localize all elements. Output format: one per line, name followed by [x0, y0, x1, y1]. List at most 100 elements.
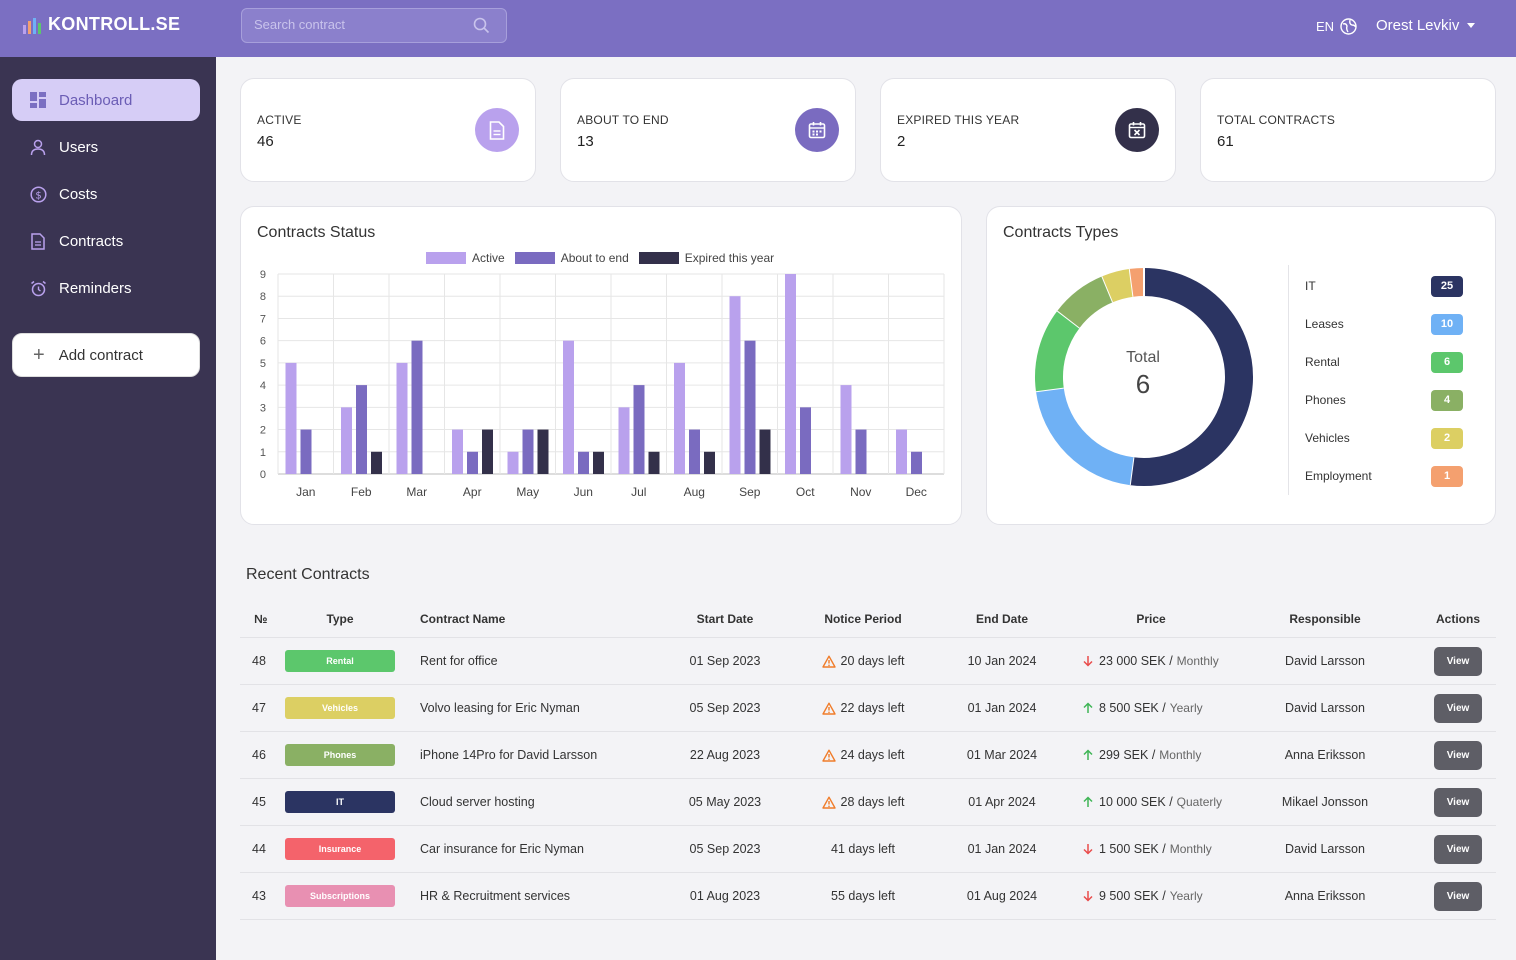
language-code: EN: [1316, 19, 1335, 34]
sidebar-item-costs[interactable]: $ Costs: [12, 173, 200, 215]
bar-about-to-end-jul[interactable]: [633, 385, 645, 474]
app-logo[interactable]: KONTROLL.SE: [22, 14, 180, 35]
sidebar-item-label: Costs: [59, 185, 98, 203]
language-switcher[interactable]: EN: [1316, 18, 1357, 35]
bar-active-feb[interactable]: [341, 407, 352, 474]
chart-title: Contracts Types: [1003, 224, 1119, 241]
search-box[interactable]: [241, 8, 507, 43]
user-menu[interactable]: Orest Levkiv: [1376, 17, 1476, 34]
donut-slice-it[interactable]: [1129, 268, 1253, 486]
bar-active-apr[interactable]: [452, 429, 463, 474]
legend-item-expired[interactable]: Expired this year: [638, 251, 774, 265]
type-list-item[interactable]: Phones 4: [1305, 389, 1463, 411]
price-period: Quaterly: [1176, 795, 1223, 809]
type-list-item[interactable]: Rental 6: [1305, 351, 1463, 373]
donut-slice-phones[interactable]: [1057, 276, 1114, 329]
bar-about-to-end-apr[interactable]: [467, 451, 478, 474]
type-list-item[interactable]: Employment 1: [1305, 465, 1463, 487]
x-tick-label: Oct: [796, 485, 815, 499]
type-name: Leases: [1305, 317, 1344, 331]
bar-expired-this-year-feb[interactable]: [371, 451, 382, 474]
bar-expired-this-year-jun[interactable]: [593, 451, 604, 474]
legend-swatch: [638, 252, 679, 264]
bar-active-may[interactable]: [507, 451, 519, 474]
type-list-item[interactable]: Leases 10: [1305, 313, 1463, 335]
donut-total-value: 6: [1135, 369, 1151, 399]
contract-number: 45: [252, 795, 266, 809]
stat-value: 46: [257, 133, 274, 150]
notice-period: 41 days left: [831, 842, 895, 856]
cell-contract-name: Cloud server hosting: [420, 779, 535, 825]
add-contract-button[interactable]: + Add contract: [12, 333, 200, 377]
sidebar-item-contracts[interactable]: Contracts: [12, 220, 200, 262]
sidebar: Dashboard Users $ Costs Contracts Remind…: [0, 57, 216, 960]
bar-expired-this-year-aug[interactable]: [704, 451, 715, 474]
view-button[interactable]: View: [1434, 787, 1482, 817]
bar-about-to-end-jan[interactable]: [300, 429, 312, 474]
donut-center-label: Total 6: [1083, 349, 1203, 400]
chart-legend: Active About to end Expired this year: [426, 251, 784, 265]
contracts-types-card: Contracts Types Total 6 IT 25 Leases 10 Rent…: [986, 206, 1496, 525]
bar-active-jul[interactable]: [618, 407, 630, 474]
stat-value: 2: [897, 133, 906, 150]
view-button[interactable]: View: [1434, 834, 1482, 864]
legend-item-active[interactable]: Active: [426, 251, 505, 265]
bar-about-to-end-jun[interactable]: [578, 451, 589, 474]
bar-active-oct[interactable]: [785, 274, 796, 474]
recent-contracts-title: Recent Contracts: [246, 566, 370, 583]
bar-active-dec[interactable]: [896, 429, 907, 474]
type-name: Rental: [1305, 355, 1340, 369]
type-badge: Phones: [285, 744, 395, 766]
type-list-item[interactable]: Vehicles 2: [1305, 427, 1463, 449]
donut-slice-rental[interactable]: [1035, 310, 1081, 392]
bar-active-jan[interactable]: [285, 362, 297, 474]
cell-type: Subscriptions: [285, 873, 395, 919]
sidebar-item-dashboard[interactable]: Dashboard: [12, 79, 200, 121]
bar-expired-this-year-apr[interactable]: [482, 429, 493, 474]
top-bar: KONTROLL.SE EN Orest Levkiv: [0, 0, 1516, 57]
bar-about-to-end-mar[interactable]: [411, 340, 423, 474]
price-period: Yearly: [1169, 889, 1203, 903]
bar-about-to-end-feb[interactable]: [356, 385, 367, 474]
price-period: Monthly: [1159, 748, 1202, 762]
bar-expired-this-year-jul[interactable]: [648, 451, 660, 474]
legend-item-about-to-end[interactable]: About to end: [514, 251, 629, 265]
bar-expired-this-year-sep[interactable]: [759, 429, 771, 474]
type-count-badge: 6: [1431, 351, 1463, 373]
bar-active-aug[interactable]: [674, 362, 685, 474]
donut-slice-separator: [1128, 268, 1135, 297]
donut-slice-leases[interactable]: [1035, 387, 1134, 486]
bar-about-to-end-may[interactable]: [522, 429, 534, 474]
alarm-icon: [29, 279, 47, 297]
bar-expired-this-year-may[interactable]: [537, 429, 549, 474]
y-tick-label: 5: [260, 358, 266, 370]
bar-about-to-end-nov[interactable]: [855, 429, 867, 474]
type-count-badge: 4: [1431, 389, 1463, 411]
sidebar-item-reminders[interactable]: Reminders: [12, 267, 200, 309]
bar-about-to-end-dec[interactable]: [911, 451, 922, 474]
cell-actions: View: [1434, 638, 1482, 684]
y-tick-label: 4: [260, 380, 266, 392]
bar-about-to-end-aug[interactable]: [689, 429, 700, 474]
column-header-type: Type: [326, 611, 354, 626]
bar-active-mar[interactable]: [396, 362, 408, 474]
bar-active-nov[interactable]: [840, 385, 852, 474]
search-icon[interactable]: [473, 17, 490, 34]
cell-contract-name: Rent for office: [420, 638, 498, 684]
view-button[interactable]: View: [1434, 693, 1482, 723]
svg-text:$: $: [35, 190, 41, 201]
view-button[interactable]: View: [1434, 646, 1482, 676]
sidebar-item-users[interactable]: Users: [12, 126, 200, 168]
view-button[interactable]: View: [1434, 740, 1482, 770]
type-list-item[interactable]: IT 25: [1305, 275, 1463, 297]
bar-active-sep[interactable]: [729, 296, 741, 474]
price-amount: 10 000 SEK /: [1099, 795, 1173, 809]
bar-about-to-end-sep[interactable]: [744, 340, 756, 474]
donut-slice-employment[interactable]: [1129, 268, 1145, 297]
bar-about-to-end-oct[interactable]: [800, 407, 811, 474]
cell-number: 45: [252, 779, 266, 825]
bar-active-jun[interactable]: [563, 340, 574, 474]
view-button[interactable]: View: [1434, 881, 1482, 911]
search-input[interactable]: [254, 17, 464, 32]
donut-slice-vehicles[interactable]: [1102, 268, 1134, 303]
